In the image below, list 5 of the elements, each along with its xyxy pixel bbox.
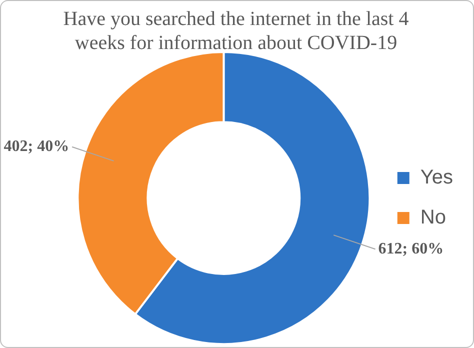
data-label: 612; 60% (378, 240, 444, 258)
data-label: 402; 40% (4, 138, 70, 156)
legend-label: No (420, 206, 446, 229)
legend-label: Yes (420, 166, 454, 189)
chart-title: Have you searched the internet in the last 4 weeks for information about COVID-19 (62, 7, 410, 55)
